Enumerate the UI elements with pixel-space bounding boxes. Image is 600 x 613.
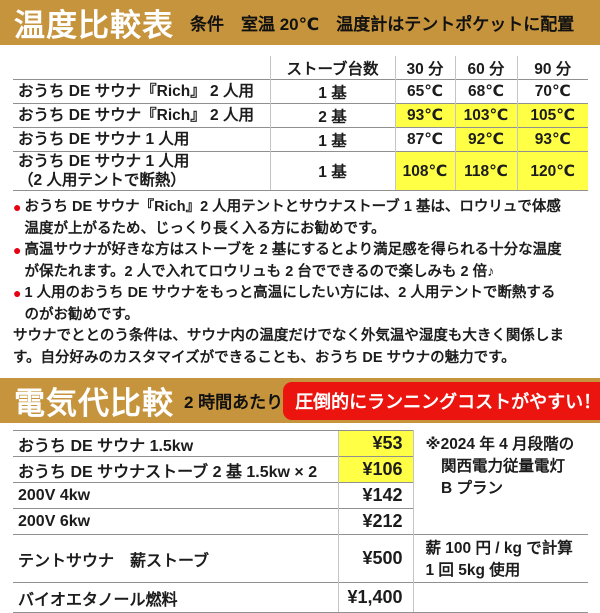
cost-row: おうち DE サウナストーブ 2 基 1.5kw × 2 ¥106	[13, 456, 588, 483]
temp-cell-highlighted: 103℃	[454, 103, 517, 128]
bullet-item: ● おうち DE サウナ『Rich』2 人用テントとサウナストーブ 1 基は、ロ…	[13, 197, 587, 240]
temp-section-title: 温度比較表	[14, 8, 174, 43]
temp-cell: 70℃	[516, 79, 588, 104]
cost-label-cell: おうち DE サウナ 1.5kw	[13, 430, 338, 457]
temp-notes-block: ● おうち DE サウナ『Rich』2 人用テントとサウナストーブ 1 基は、ロ…	[13, 197, 587, 369]
temp-cell-highlighted: 92℃	[454, 127, 517, 152]
col-header-30min: 30 分	[394, 56, 455, 80]
row-label-cell: おうち DE サウナ『Rich』 2 人用	[13, 103, 270, 128]
price-cell: ¥212	[337, 508, 414, 535]
bullet-text: 高温サウナが好きな方はストーブを 2 基にするとより満足感を得られる十分な温度 …	[24, 242, 562, 280]
temp-row-single: おうち DE サウナ 1 人用 1 基 87℃ 92℃ 93℃	[13, 127, 588, 152]
row-label-cell: おうち DE サウナ 1 人用	[13, 127, 270, 152]
temp-cell: 87℃	[394, 127, 455, 152]
cost-row: おうち DE サウナ 1.5kw ¥53 ※2024 年 4 月段階の 関西電力…	[13, 430, 588, 497]
temp-table-header-row: ストーブ台数 30 分 60 分 90 分	[13, 56, 588, 80]
cost-label-cell: バイオエタノール燃料	[13, 582, 338, 613]
cost-label-cell: 200V 4kw	[13, 482, 338, 509]
cost-row: 200V 6kw ¥212	[13, 508, 588, 535]
cost-table: おうち DE サウナ 1.5kw ¥53 ※2024 年 4 月段階の 関西電力…	[13, 430, 588, 613]
price-cell-highlighted: ¥106	[337, 456, 414, 483]
row-label-cell: おうち DE サウナ『Rich』 2 人用	[13, 79, 270, 104]
price-cell-highlighted: ¥53	[337, 430, 414, 457]
col-header-90min: 90 分	[516, 56, 588, 80]
price-cell: ¥500	[337, 534, 414, 583]
empty-note-cell	[413, 582, 588, 613]
temp-cell-highlighted: 120℃	[516, 151, 588, 191]
cost-row: バイオエタノール燃料 ¥1,400	[13, 582, 588, 613]
price-cell: ¥142	[337, 482, 414, 509]
temp-cell-highlighted: 93℃	[516, 127, 588, 152]
stove-count-cell: 1 基	[269, 127, 395, 152]
bullet-text: おうち DE サウナ『Rich』2 人用テントとサウナストーブ 1 基は、ロウリ…	[24, 199, 561, 237]
temp-cell-highlighted: 118℃	[454, 151, 517, 191]
col-header-empty	[13, 56, 270, 80]
bullet-dot-icon: ●	[13, 285, 22, 301]
temp-row-rich-1stove: おうち DE サウナ『Rich』 2 人用 1 基 65℃ 68℃ 70℃	[13, 79, 588, 104]
cost-section-title: 電気代比較	[14, 386, 174, 421]
cost-label-cell: 200V 6kw	[13, 508, 338, 535]
stove-count-cell: 2 基	[269, 103, 395, 128]
temp-header-bar: 温度比較表 条件 室温 20℃ 温度計はテントポケットに配置	[0, 0, 600, 45]
bullet-item: ● 高温サウナが好きな方はストーブを 2 基にするとより満足感を得られる十分な温…	[13, 240, 587, 283]
temperature-table: ストーブ台数 30 分 60 分 90 分 おうち DE サウナ『Rich』 2…	[13, 56, 588, 191]
cost-label-cell: テントサウナ 薪ストーブ	[13, 534, 338, 583]
temp-cell-highlighted: 105℃	[516, 103, 588, 128]
temp-cell-highlighted: 108℃	[394, 151, 455, 191]
bullet-dot-icon: ●	[13, 199, 22, 215]
temp-condition-text: 条件 室温 20℃ 温度計はテントポケットに配置	[190, 15, 575, 34]
running-cost-badge: 圧倒的にランニングコストがやすい！	[283, 381, 600, 420]
cost-label-cell: おうち DE サウナストーブ 2 基 1.5kw × 2	[13, 456, 338, 483]
summary-paragraph: サウナでととのう条件は、サウナ内の温度だけでなく外気温や湿度も大きく関係しま す…	[13, 328, 564, 366]
temp-cell-highlighted: 93℃	[394, 103, 455, 128]
col-header-60min: 60 分	[454, 56, 517, 80]
col-header-stoves: ストーブ台数	[269, 56, 395, 80]
cost-header-bar: 電気代比較 2 時間あたり 圧倒的にランニングコストがやすい！	[0, 378, 600, 423]
temp-row-single-insulated: おうち DE サウナ 1 人用 （2 人用テントで断熱） 1 基 108℃ 11…	[13, 151, 588, 191]
plan-note-cell: ※2024 年 4 月段階の 関西電力従量電灯 B プラン	[425, 435, 575, 497]
bullet-dot-icon: ●	[13, 242, 22, 258]
cost-subtitle: 2 時間あたり	[184, 393, 284, 412]
cost-row: 200V 4kw ¥142	[13, 482, 588, 509]
row-label-cell: おうち DE サウナ 1 人用 （2 人用テントで断熱）	[13, 151, 270, 191]
temp-row-rich-2stove: おうち DE サウナ『Rich』 2 人用 2 基 93℃ 103℃ 105℃	[13, 103, 588, 128]
temp-cell: 65℃	[394, 79, 455, 104]
bullet-text: 1 人用のおうち DE サウナをもっと高温にしたい方には、2 人用テントで断熱す…	[24, 285, 556, 323]
price-cell: ¥1,400	[337, 582, 414, 613]
temp-cell: 68℃	[454, 79, 517, 104]
stove-count-cell: 1 基	[269, 79, 395, 104]
firewood-note-cell: 薪 100 円 / kg で計算 1 回 5kg 使用	[413, 534, 588, 583]
stove-count-cell: 1 基	[269, 151, 395, 191]
bullet-item: ● 1 人用のおうち DE サウナをもっと高温にしたい方には、2 人用テントで断…	[13, 283, 587, 326]
cost-row: テントサウナ 薪ストーブ ¥500 薪 100 円 / kg で計算 1 回 5…	[13, 534, 588, 583]
